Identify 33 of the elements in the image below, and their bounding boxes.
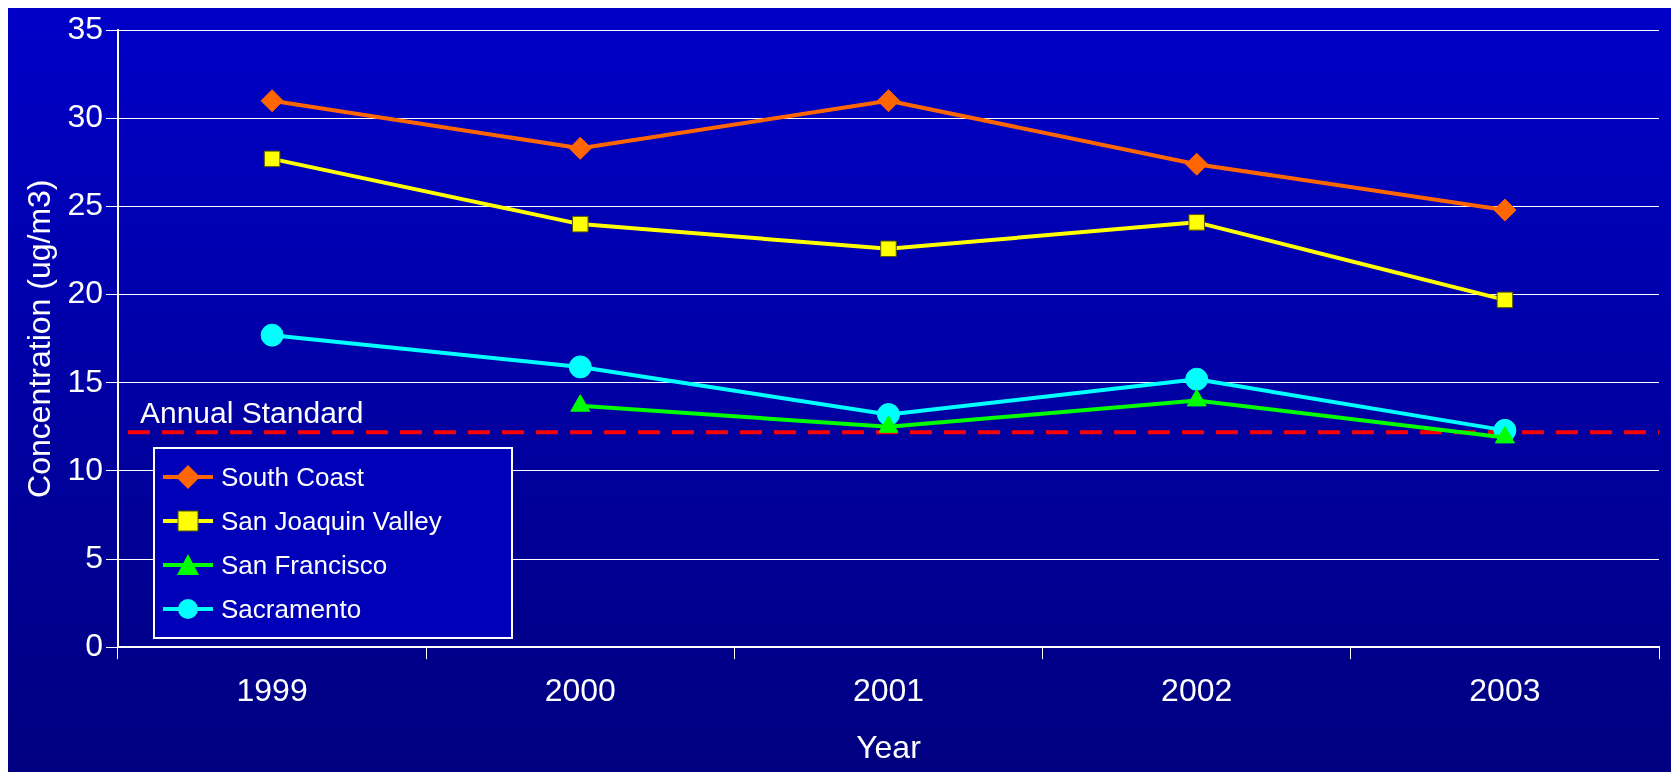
ref-line-label: Annual Standard: [139, 396, 364, 430]
x-tick-label: 2002: [1161, 672, 1233, 709]
point: [1493, 198, 1517, 222]
x-axis-title: Year: [856, 728, 922, 765]
y-tick-label: 20: [67, 274, 103, 311]
legend-label: South Coast: [220, 461, 365, 493]
point: [1188, 214, 1205, 231]
x-tick-label: 2001: [852, 672, 925, 709]
point: [1496, 291, 1514, 309]
y-tick-label: 5: [85, 538, 103, 575]
x-tick-label: 2003: [1469, 672, 1541, 709]
y-tick-label: 30: [67, 98, 103, 135]
y-tick-label: 10: [67, 450, 103, 487]
point: [260, 89, 284, 113]
point: [260, 323, 284, 347]
y-tick-label: 15: [67, 362, 103, 399]
point: [572, 215, 589, 233]
y-tick-label: 0: [85, 627, 103, 664]
legend-label: Sacramento: [220, 593, 362, 625]
point: [1185, 152, 1209, 176]
legend-label: San Joaquin Valley: [220, 505, 442, 537]
point: [1185, 367, 1209, 391]
y-axis-title: Concentration (ug/m3): [21, 179, 58, 498]
point: [568, 355, 592, 379]
point: [263, 150, 281, 168]
point: [877, 89, 900, 113]
x-tick-label: 2000: [544, 672, 616, 709]
point: [568, 136, 592, 160]
legend-label: San Francisco: [220, 549, 388, 581]
x-tick-label: 1999: [236, 672, 308, 709]
y-tick-label: 25: [67, 186, 103, 223]
point: [880, 240, 897, 258]
y-tick-label: 35: [67, 10, 103, 47]
